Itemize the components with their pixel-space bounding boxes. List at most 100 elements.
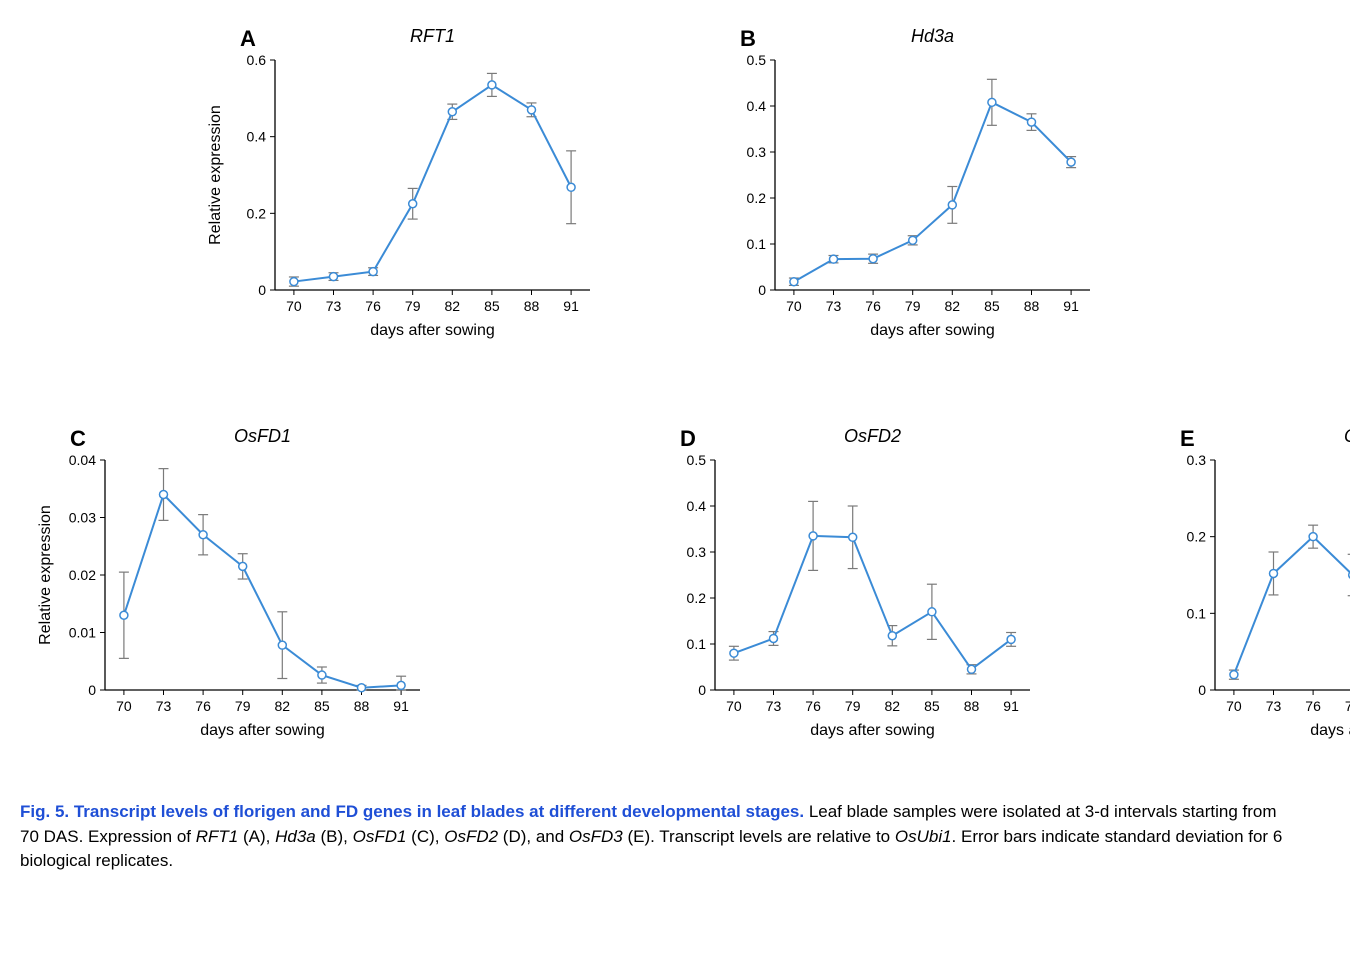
panel-D-chart: 00.10.20.30.40.57073767982858891days aft… xyxy=(630,420,1050,760)
y-tick-label: 0.1 xyxy=(687,636,707,652)
data-marker xyxy=(278,641,286,649)
data-marker xyxy=(809,532,817,540)
data-marker xyxy=(1230,671,1238,679)
data-marker xyxy=(290,278,298,286)
data-marker xyxy=(1028,118,1036,126)
caption-gene: OsFD1 xyxy=(353,827,407,846)
x-tick-label: 76 xyxy=(1305,698,1321,714)
panel-letter: C xyxy=(70,426,86,452)
series-line xyxy=(794,102,1071,281)
y-tick-label: 0.5 xyxy=(687,452,707,468)
panel-E-chart: 00.10.20.37073767982858891days after sow… xyxy=(1130,420,1350,760)
x-tick-label: 70 xyxy=(1226,698,1242,714)
y-tick-label: 0 xyxy=(88,682,96,698)
y-tick-label: 0.2 xyxy=(687,590,707,606)
data-marker xyxy=(409,200,417,208)
y-tick-label: 0.3 xyxy=(1187,452,1207,468)
caption-lead: Fig. 5. Transcript levels of florigen an… xyxy=(20,802,804,821)
data-marker xyxy=(160,491,168,499)
data-marker xyxy=(869,255,877,263)
x-tick-label: 88 xyxy=(1024,298,1040,314)
y-axis-label: Relative expression xyxy=(207,105,224,245)
x-tick-label: 79 xyxy=(905,298,921,314)
data-marker xyxy=(369,268,377,276)
panel-A: 00.20.40.67073767982858891days after sow… xyxy=(190,20,610,360)
y-tick-label: 0.4 xyxy=(247,129,267,145)
x-tick-label: 85 xyxy=(984,298,1000,314)
x-axis-label: days after sowing xyxy=(1310,722,1350,739)
x-tick-label: 73 xyxy=(156,698,172,714)
data-marker xyxy=(888,632,896,640)
y-tick-label: 0 xyxy=(1198,682,1206,698)
panel-letter: A xyxy=(240,26,256,52)
x-tick-label: 88 xyxy=(964,698,980,714)
x-tick-label: 79 xyxy=(845,698,861,714)
y-tick-label: 0.4 xyxy=(747,98,767,114)
data-marker xyxy=(120,611,128,619)
y-tick-label: 0.3 xyxy=(747,144,767,160)
data-marker xyxy=(770,634,778,642)
data-marker xyxy=(1007,635,1015,643)
y-tick-label: 0.04 xyxy=(69,452,96,468)
y-tick-label: 0 xyxy=(258,282,266,298)
series-line xyxy=(1234,537,1350,689)
y-tick-label: 0.2 xyxy=(247,205,267,221)
data-marker xyxy=(239,562,247,570)
x-tick-label: 73 xyxy=(326,298,342,314)
data-marker xyxy=(488,81,496,89)
data-marker xyxy=(528,106,536,114)
x-axis-label: days after sowing xyxy=(200,722,325,739)
x-tick-label: 91 xyxy=(1003,698,1019,714)
x-tick-label: 91 xyxy=(1063,298,1079,314)
data-marker xyxy=(968,665,976,673)
panel-title: OsFD2 xyxy=(833,426,913,447)
figure-caption: Fig. 5. Transcript levels of florigen an… xyxy=(20,800,1300,874)
data-marker xyxy=(397,681,405,689)
x-tick-label: 76 xyxy=(195,698,211,714)
data-marker xyxy=(790,278,798,286)
data-marker xyxy=(988,98,996,106)
panel-B: 00.10.20.30.40.57073767982858891days aft… xyxy=(690,20,1110,360)
series-line xyxy=(734,536,1011,669)
caption-gene: RFT1 xyxy=(196,827,239,846)
x-axis-label: days after sowing xyxy=(870,322,995,339)
y-tick-label: 0.02 xyxy=(69,567,96,583)
y-tick-label: 0.6 xyxy=(247,52,267,68)
panel-C-chart: 00.010.020.030.047073767982858891days af… xyxy=(20,420,440,760)
panel-title: Hd3a xyxy=(893,26,973,47)
y-axis-label: Relative expression xyxy=(37,505,54,645)
caption-gene: Hd3a xyxy=(275,827,316,846)
x-tick-label: 88 xyxy=(524,298,540,314)
panel-letter: D xyxy=(680,426,696,452)
x-tick-label: 79 xyxy=(235,698,251,714)
x-tick-label: 70 xyxy=(786,298,802,314)
panel-D: 00.10.20.30.40.57073767982858891days aft… xyxy=(630,420,1110,760)
data-marker xyxy=(330,273,338,281)
series-line xyxy=(124,495,401,688)
panel-letter: B xyxy=(740,26,756,52)
caption-gene: OsFD2 xyxy=(444,827,498,846)
x-tick-label: 85 xyxy=(924,698,940,714)
caption-gene: OsUbi1 xyxy=(895,827,952,846)
data-marker xyxy=(1309,533,1317,541)
x-tick-label: 85 xyxy=(484,298,500,314)
panel-title: OsFD1 xyxy=(223,426,303,447)
series-line xyxy=(294,85,571,282)
x-tick-label: 76 xyxy=(865,298,881,314)
y-tick-label: 0.1 xyxy=(747,236,767,252)
data-marker xyxy=(318,671,326,679)
panel-letter: E xyxy=(1180,426,1195,452)
x-tick-label: 76 xyxy=(365,298,381,314)
y-tick-label: 0.4 xyxy=(687,498,707,514)
y-tick-label: 0.3 xyxy=(687,544,707,560)
x-tick-label: 76 xyxy=(805,698,821,714)
panel-title: RFT1 xyxy=(393,26,473,47)
x-tick-label: 73 xyxy=(826,298,842,314)
x-tick-label: 88 xyxy=(354,698,370,714)
x-tick-label: 79 xyxy=(1345,698,1350,714)
data-marker xyxy=(730,649,738,657)
panel-A-chart: 00.20.40.67073767982858891days after sow… xyxy=(190,20,610,360)
x-tick-label: 82 xyxy=(945,298,961,314)
data-marker xyxy=(448,108,456,116)
x-tick-label: 85 xyxy=(314,698,330,714)
